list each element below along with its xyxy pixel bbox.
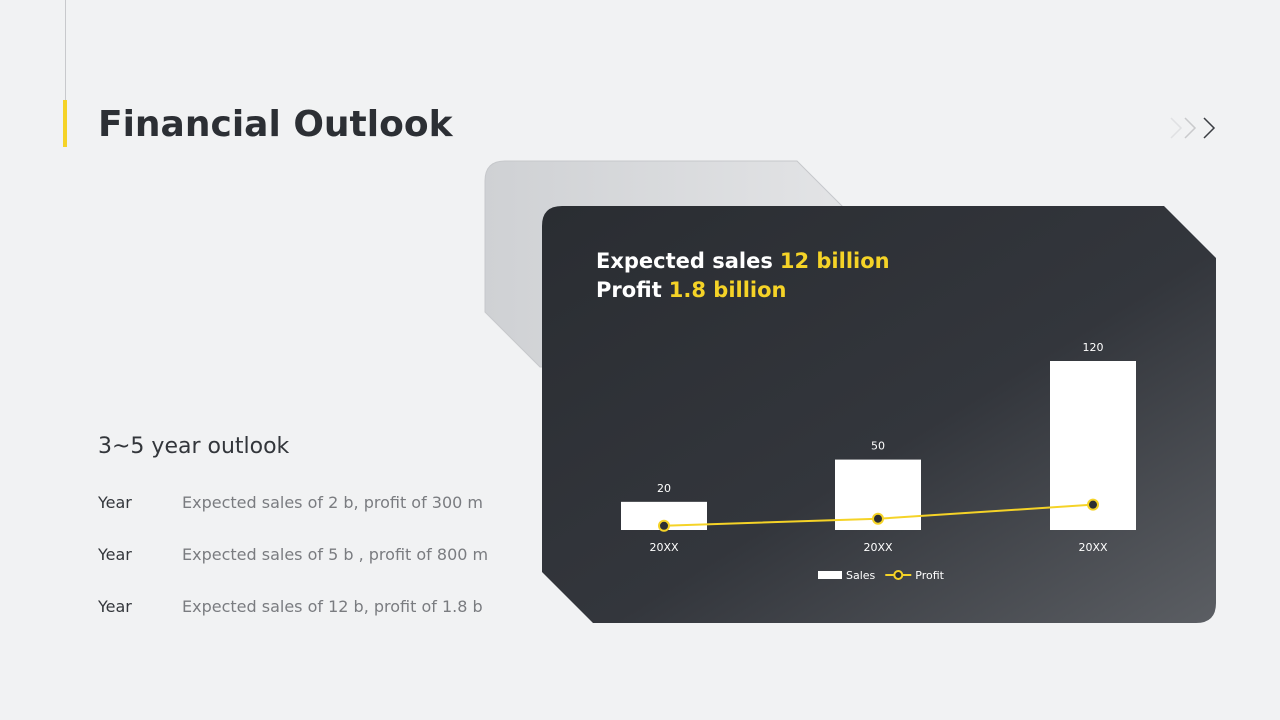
row-text: Expected sales of 5 b , profit of 800 m (182, 545, 488, 564)
chart: 20XX 20XX 20XX 20 50 120 3 8 18 Sales Profit (621, 341, 1136, 582)
row-label: Year (97, 597, 132, 616)
outlook-heading: 3~5 year outlook (98, 434, 290, 459)
legend-label: Profit (915, 569, 944, 582)
accent-bar (63, 100, 67, 147)
headline: Expected sales 12 billion (596, 249, 890, 273)
x-tick-label: 20XX (649, 541, 679, 554)
headline-highlight: 1.8 billion (669, 278, 787, 302)
headline-highlight: 12 billion (780, 249, 890, 273)
headline: Profit 1.8 billion (596, 278, 787, 302)
legend-swatch (893, 570, 904, 580)
data-label: 20 (657, 482, 671, 495)
point (658, 519, 670, 532)
data-label: 50 (871, 440, 885, 453)
data-label: 18 (1086, 481, 1100, 494)
data-label: 8 (875, 495, 882, 508)
chart-card (542, 206, 1216, 623)
data-label: 3 (661, 502, 668, 515)
arrows (1170, 117, 1216, 139)
legend-swatch (818, 571, 842, 579)
slide-title: Financial Outlook (98, 104, 454, 145)
x-tick-label: 20XX (863, 541, 893, 554)
data-label: 120 (1083, 341, 1104, 354)
legend-label: Sales (846, 569, 876, 582)
headline-text: Expected sales (596, 249, 773, 273)
row-label: Year (97, 493, 132, 512)
outlook-list: Year Expected sales of 2 b, profit of 300… (97, 493, 488, 616)
row-text: Expected sales of 12 b, profit of 1.8 b (182, 597, 483, 616)
point (872, 512, 884, 525)
x-tick-label: 20XX (1078, 541, 1108, 554)
row-text: Expected sales of 2 b, profit of 300 m (182, 493, 483, 512)
row-label: Year (97, 545, 132, 564)
point (1087, 498, 1099, 511)
headline-text: Profit (596, 278, 662, 302)
